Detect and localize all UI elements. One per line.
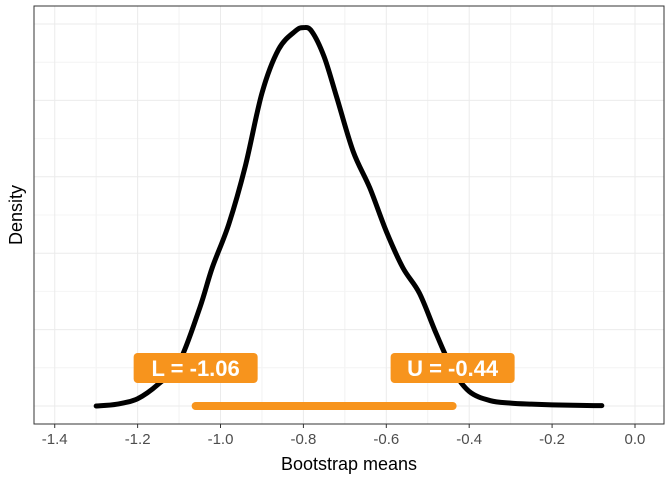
label-box [133,353,258,383]
density-curve [93,25,605,409]
x-axis-title: Bootstrap means [281,454,417,474]
x-tick-label: -0.4 [456,431,482,448]
x-tick-label: -0.8 [290,431,316,448]
x-tick-label: -1.2 [125,431,151,448]
x-tick-label: -1.4 [42,431,68,448]
y-axis-title: Density [6,185,26,245]
x-tick-label: -0.2 [539,431,565,448]
x-tick-label: -0.6 [373,431,399,448]
lower-bound-label: L = -1.06 [133,353,258,383]
upper-bound-label: U = -0.44 [390,353,515,383]
label-box [390,353,515,383]
plot-border [33,5,665,425]
x-tick-label: 0.0 [625,431,646,448]
x-tick-label: -1.0 [208,431,234,448]
interval-labels: L = -1.06 U = -0.44 [133,353,515,383]
x-axis-ticks [54,424,636,428]
label-text: L = -1.06 [152,356,240,381]
x-axis-tick-labels: -1.4 -1.2 -1.0 -0.8 -0.6 -0.4 -0.2 0.0 [42,431,646,448]
label-text: U = -0.44 [407,356,499,381]
